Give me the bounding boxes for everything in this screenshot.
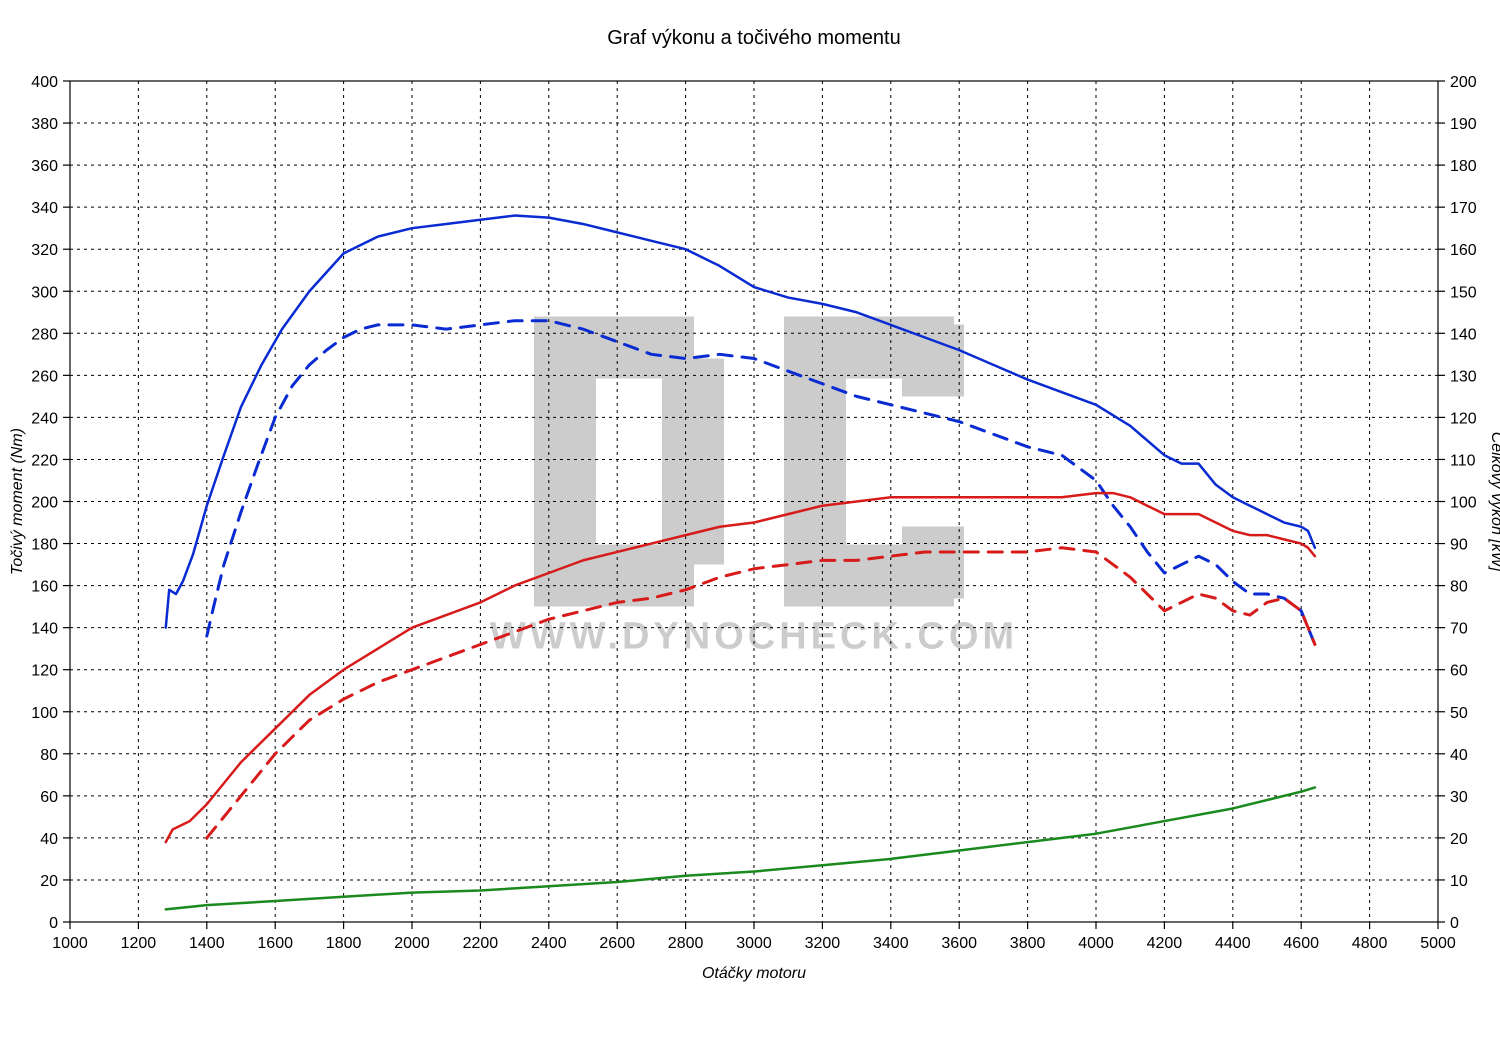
- chart-title: Graf výkonu a točivého momentu: [607, 27, 900, 49]
- svg-text:2600: 2600: [599, 935, 635, 952]
- svg-text:80: 80: [40, 747, 58, 764]
- svg-text:3600: 3600: [941, 935, 977, 952]
- svg-text:60: 60: [40, 789, 58, 806]
- svg-text:2000: 2000: [394, 935, 430, 952]
- svg-text:70: 70: [1450, 621, 1468, 638]
- y-right-axis-label: Celkový výkon [kW]: [1488, 432, 1500, 572]
- svg-text:140: 140: [1450, 326, 1477, 343]
- svg-text:3000: 3000: [736, 935, 772, 952]
- svg-text:0: 0: [1450, 915, 1459, 932]
- svg-text:200: 200: [31, 495, 58, 512]
- svg-text:190: 190: [1450, 116, 1477, 133]
- svg-text:3400: 3400: [873, 935, 909, 952]
- svg-text:320: 320: [31, 242, 58, 259]
- svg-text:50: 50: [1450, 705, 1468, 722]
- svg-text:4800: 4800: [1352, 935, 1388, 952]
- svg-text:120: 120: [31, 663, 58, 680]
- svg-text:380: 380: [31, 116, 58, 133]
- dyno-chart: WWW.DYNOCHECK.COM10001200140016001800200…: [0, 0, 1500, 1041]
- svg-text:120: 120: [1450, 410, 1477, 427]
- svg-text:180: 180: [1450, 158, 1477, 175]
- svg-text:3200: 3200: [805, 935, 841, 952]
- svg-text:4000: 4000: [1078, 935, 1114, 952]
- svg-text:4600: 4600: [1283, 935, 1319, 952]
- svg-text:150: 150: [1450, 284, 1477, 301]
- y-left-axis-label: Točivý moment (Nm): [9, 428, 26, 575]
- svg-text:260: 260: [31, 368, 58, 385]
- svg-text:130: 130: [1450, 368, 1477, 385]
- svg-text:170: 170: [1450, 200, 1477, 217]
- svg-text:160: 160: [1450, 242, 1477, 259]
- svg-text:4200: 4200: [1147, 935, 1183, 952]
- svg-text:5000: 5000: [1420, 935, 1456, 952]
- svg-text:220: 220: [31, 452, 58, 469]
- svg-text:400: 400: [31, 74, 58, 91]
- svg-text:160: 160: [31, 579, 58, 596]
- svg-text:100: 100: [31, 705, 58, 722]
- svg-text:180: 180: [31, 537, 58, 554]
- svg-text:340: 340: [31, 200, 58, 217]
- svg-text:30: 30: [1450, 789, 1468, 806]
- svg-text:20: 20: [1450, 831, 1468, 848]
- svg-text:1400: 1400: [189, 935, 225, 952]
- svg-text:100: 100: [1450, 495, 1477, 512]
- svg-text:90: 90: [1450, 537, 1468, 554]
- svg-text:40: 40: [1450, 747, 1468, 764]
- svg-text:1600: 1600: [257, 935, 293, 952]
- svg-text:2200: 2200: [463, 935, 499, 952]
- svg-text:110: 110: [1450, 452, 1476, 469]
- svg-text:300: 300: [31, 284, 58, 301]
- svg-text:1800: 1800: [326, 935, 362, 952]
- svg-text:4400: 4400: [1215, 935, 1251, 952]
- svg-text:3800: 3800: [1010, 935, 1046, 952]
- svg-text:1000: 1000: [52, 935, 88, 952]
- svg-text:40: 40: [40, 831, 58, 848]
- x-axis-label: Otáčky motoru: [702, 965, 806, 982]
- svg-text:280: 280: [31, 326, 58, 343]
- svg-text:20: 20: [40, 873, 58, 890]
- svg-text:0: 0: [49, 915, 58, 932]
- svg-text:200: 200: [1450, 74, 1477, 91]
- svg-text:60: 60: [1450, 663, 1468, 680]
- svg-text:360: 360: [31, 158, 58, 175]
- svg-text:1200: 1200: [121, 935, 157, 952]
- svg-text:140: 140: [31, 621, 58, 638]
- svg-text:10: 10: [1450, 873, 1468, 890]
- svg-text:80: 80: [1450, 579, 1468, 596]
- svg-text:2400: 2400: [531, 935, 567, 952]
- svg-text:2800: 2800: [668, 935, 704, 952]
- svg-text:240: 240: [31, 410, 58, 427]
- chart-svg: WWW.DYNOCHECK.COM10001200140016001800200…: [0, 0, 1500, 1041]
